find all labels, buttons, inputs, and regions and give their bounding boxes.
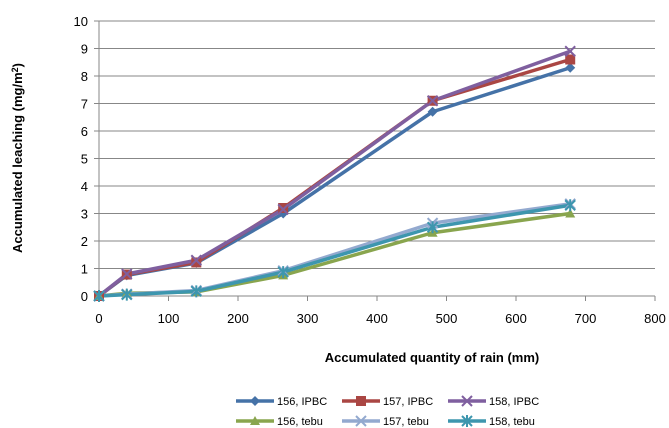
legend-item-5: 158, tebu (448, 415, 535, 428)
y-axis-title: Accumulated leaching (mg/m2) (10, 63, 25, 253)
legend-item-0: 156, IPBC (236, 396, 327, 408)
legend-item-2: 158, IPBC (448, 395, 539, 408)
y-tick-label-7: 7 (81, 97, 88, 112)
gridlines (99, 20, 655, 269)
legend-marker-5 (461, 415, 473, 427)
x-tick-label-2: 200 (227, 311, 249, 326)
point-s5-0 (93, 290, 105, 302)
y-tick-label-9: 9 (81, 42, 88, 57)
legend-item-4: 157, tebu (342, 415, 429, 428)
series-markers (93, 45, 576, 302)
x-tick-label-5: 500 (436, 311, 458, 326)
legend-label-3: 156, tebu (277, 416, 323, 428)
x-tick-label-4: 400 (366, 311, 388, 326)
y-tick-label-10: 10 (74, 14, 88, 29)
legend-marker-4 (355, 415, 367, 427)
point-s2-3 (277, 203, 289, 216)
y-tick-label-2: 2 (81, 234, 88, 249)
point-s3-5 (565, 208, 576, 218)
legend-label-5: 158, tebu (489, 416, 535, 428)
legend-label-1: 157, IPBC (383, 396, 433, 408)
point-s5-5 (564, 199, 576, 212)
x-tick-label-8: 800 (644, 311, 666, 326)
point-s2-5 (564, 45, 576, 57)
point-s0-5 (565, 62, 576, 73)
y-tick-label-6: 6 (81, 124, 88, 139)
point-s2-2 (190, 254, 203, 266)
point-s2-1 (121, 268, 133, 280)
y-tick-label-3: 3 (81, 207, 88, 222)
legend-marker-3 (250, 416, 260, 425)
legend: 156, IPBC 157, IPBC 158, IPBC 156, tebu 157,… (236, 395, 539, 428)
x-tick-label-3: 300 (297, 311, 319, 326)
x-tick-label-7: 700 (575, 311, 597, 326)
y-tick-label-5: 5 (81, 152, 88, 167)
y-tick-label-0: 0 (81, 289, 88, 304)
y-axis-title-main: Accumulated leaching (mg/m (10, 72, 25, 253)
point-s5-2 (190, 285, 203, 298)
y-tick-label-1: 1 (81, 262, 88, 277)
point-s0-4 (427, 106, 438, 117)
x-tick-label-1: 100 (158, 311, 180, 326)
point-s1-5 (565, 54, 576, 65)
point-s5-3 (277, 266, 289, 279)
legend-marker-1 (356, 396, 366, 406)
y-tick-label-8: 8 (81, 69, 88, 84)
point-s5-1 (121, 288, 133, 301)
legend-item-1: 157, IPBC (342, 396, 433, 408)
y-axis-title-sup: 2 (10, 67, 20, 72)
x-tick-label-6: 600 (505, 311, 527, 326)
legend-label-0: 156, IPBC (277, 396, 327, 408)
x-axis-title: Accumulated quantity of rain (mm) (325, 350, 540, 365)
legend-item-3: 156, tebu (236, 416, 323, 428)
point-s5-4 (426, 221, 439, 234)
legend-label-4: 157, tebu (383, 416, 429, 428)
point-s2-4 (426, 95, 439, 107)
legend-marker-0 (250, 396, 260, 406)
y-axis-title-end: ) (10, 63, 25, 67)
y-tick-label-4: 4 (81, 179, 88, 194)
legend-label-2: 158, IPBC (489, 396, 539, 408)
point-s1-2 (191, 257, 202, 268)
x-tick-label-0: 0 (95, 311, 102, 326)
series-lines (97, 49, 572, 298)
series-line-5 (97, 203, 572, 298)
legend-marker-2 (461, 395, 473, 407)
